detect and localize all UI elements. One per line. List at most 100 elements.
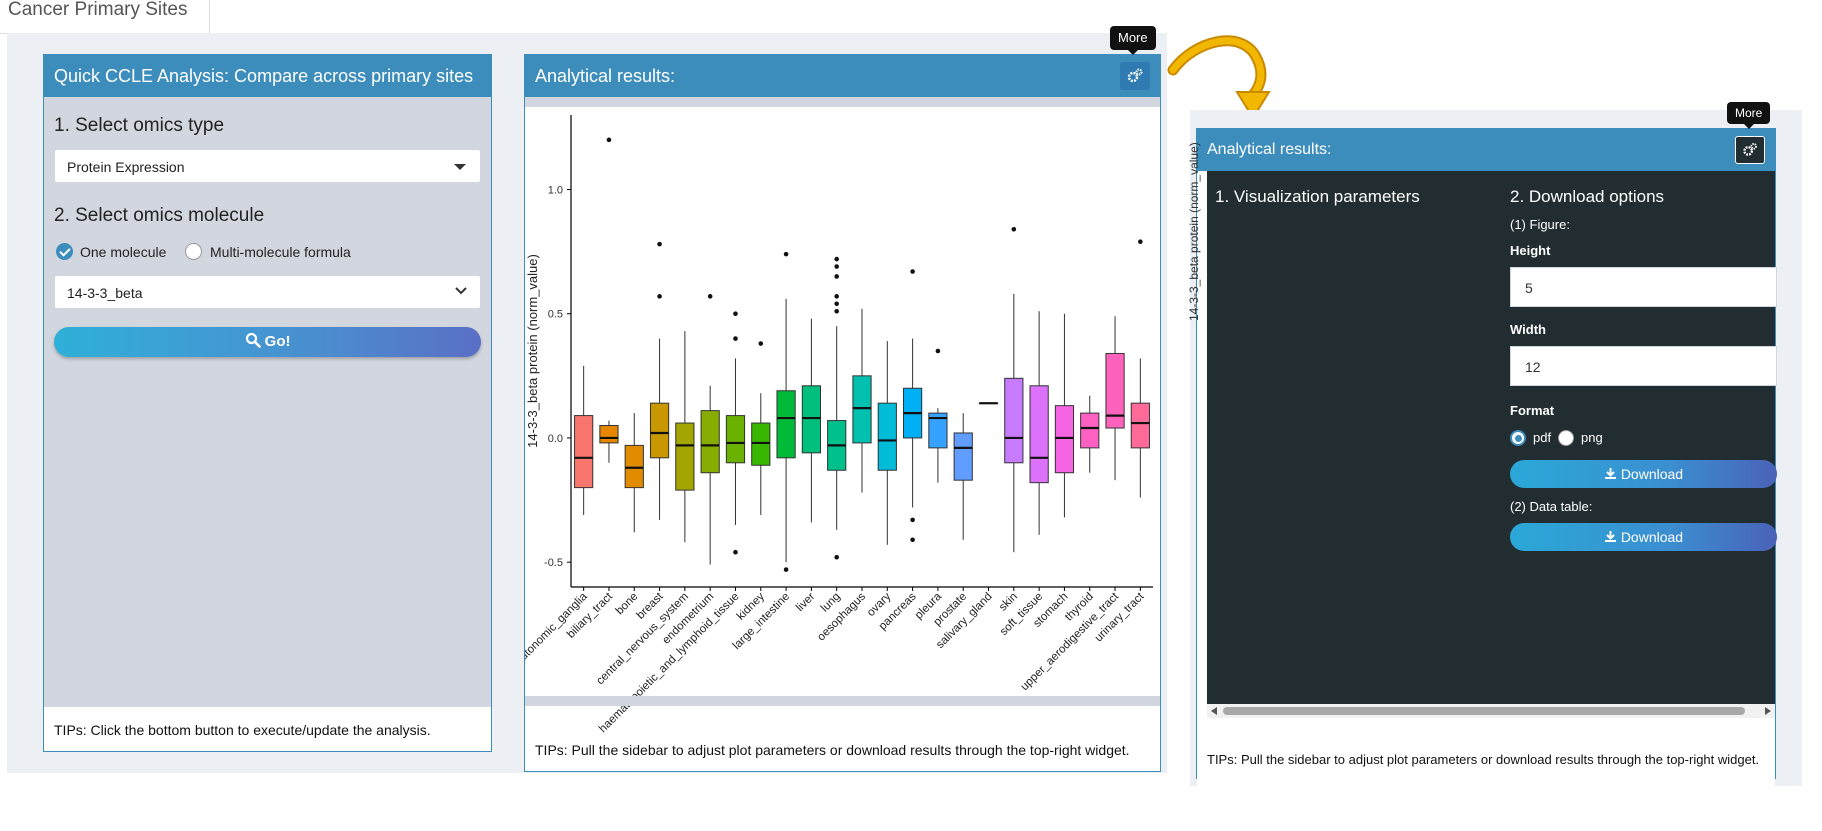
figure-label: (1) Figure: [1510, 217, 1570, 232]
outlier-point [606, 137, 612, 143]
box-skin [1004, 377, 1024, 464]
results-box: Analytical results: 1.0 0.5 0.0 -0.5 14-3-3_… [524, 54, 1161, 772]
radio-pdf[interactable] [1510, 430, 1526, 446]
radio-multi-molecule-label: Multi-molecule formula [210, 244, 351, 260]
chevron-down-icon [455, 287, 467, 295]
download-figure-button[interactable]: Download [1510, 460, 1777, 488]
format-label: Format [1510, 403, 1555, 418]
omics-type-select[interactable]: Protein Expression [54, 149, 481, 183]
gears-icon [1743, 143, 1757, 156]
box-pleura [928, 412, 948, 449]
step2-label: 2. Select omics molecule [54, 205, 265, 226]
box-breast [649, 402, 670, 459]
molecule-select[interactable]: 14-3-3_beta [54, 275, 481, 309]
download-icon [1604, 531, 1616, 542]
results-more-button[interactable] [1120, 62, 1150, 90]
outlier-point [733, 336, 738, 341]
outlier-point [758, 341, 764, 346]
panel2-tips: TIPs: Pull the sidebar to adjust plot pa… [1207, 752, 1760, 767]
y-tick-label: 0.5 [548, 309, 563, 321]
outlier-point [1011, 226, 1017, 232]
caret-down-icon [454, 164, 466, 170]
outlier-point [834, 308, 839, 314]
gears-icon [1127, 68, 1143, 83]
outlier-point [834, 554, 839, 560]
box-bone [624, 444, 644, 489]
molecule-value: 14-3-3_beta [67, 285, 143, 301]
outlier-point [834, 264, 839, 269]
plot-top-bar [525, 97, 1160, 107]
y-tick-label: -0.5 [544, 557, 563, 569]
outlier-point [657, 241, 662, 247]
outlier-point [733, 311, 738, 317]
vis-params-title: 1. Visualization parameters [1215, 187, 1420, 206]
width-input[interactable]: 12 [1510, 346, 1777, 386]
radio-png[interactable] [1558, 430, 1574, 446]
panel2-more-button[interactable] [1735, 136, 1765, 164]
sidebar-title: Quick CCLE Analysis: Compare across prim… [44, 55, 491, 97]
box-autonomic_ganglia [574, 415, 594, 489]
outlier-point [707, 294, 713, 299]
outlier-point [834, 301, 839, 307]
results-title: Analytical results: [525, 55, 1160, 97]
outlier-point [910, 517, 915, 523]
search-icon [245, 332, 261, 348]
horizontal-scrollbar[interactable] [1207, 704, 1775, 718]
boxplot-chart: 1.0 0.5 0.0 -0.5 14-3-3_beta protein (norm_v… [525, 115, 1153, 735]
tab-label: Cancer Primary Sites [8, 0, 188, 20]
radio-one-molecule-label: One molecule [80, 244, 167, 260]
go-label: Go! [264, 333, 291, 350]
width-label: Width [1510, 322, 1546, 337]
box-prostate [953, 432, 973, 481]
panel2-box: Analytical results: 14-3-3_beta protein … [1187, 128, 1777, 831]
outlier-point [910, 537, 915, 543]
box-biliary_tract [599, 425, 619, 444]
box-large_intestine [776, 390, 796, 459]
y-axis-label: 14-3-3_beta protein (norm_value) [525, 254, 540, 448]
outlier-point [910, 269, 915, 274]
height-input[interactable]: 5 [1510, 267, 1777, 307]
results-tips: TIPs: Pull the sidebar to adjust plot pa… [535, 742, 1130, 758]
y-tick-label: 1.0 [548, 185, 563, 197]
outlier-point [657, 294, 662, 299]
download-options-title: 2. Download options [1510, 187, 1665, 206]
scrollbar-thumb[interactable] [1223, 707, 1745, 715]
download-table-button[interactable]: Download [1510, 523, 1777, 551]
data-table-label: (2) Data table: [1510, 499, 1593, 514]
box-haematopoietic_and_lymphoid_tissue [725, 415, 746, 464]
sidebar-tips: TIPs: Click the bottom button to execute… [54, 722, 431, 738]
scroll-right-icon [1765, 707, 1771, 715]
results-more-tooltip: More [1110, 26, 1156, 55]
radio-multi-molecule[interactable] [185, 243, 202, 260]
box-ovary [877, 402, 897, 471]
box-thyroid [1080, 412, 1100, 449]
box-soft_tissue [1029, 385, 1049, 484]
sidebar-box: Quick CCLE Analysis: Compare across prim… [43, 54, 492, 752]
box-upper_aerodigestive_tract [1105, 352, 1125, 429]
curved-arrow-icon [1167, 35, 1271, 120]
box-endometrium [700, 410, 720, 474]
outlier-point [834, 294, 839, 299]
radio-pdf-label: pdf [1533, 430, 1552, 445]
radio-one-molecule[interactable] [56, 243, 73, 260]
go-button[interactable]: Go! [54, 327, 481, 357]
sidebar-body: 1. Select omics type Protein Expression … [44, 97, 491, 707]
scroll-left-icon [1211, 707, 1217, 715]
radio-png-label: png [1581, 430, 1603, 445]
outlier-point [733, 549, 738, 555]
omics-type-value: Protein Expression [67, 159, 185, 175]
panel2-obscured-ylabel: 14-3-3_beta protein (norm_value) [1187, 142, 1201, 321]
box-central_nervous_system [675, 422, 695, 491]
height-label: Height [1510, 243, 1551, 258]
download-figure-label: Download [1620, 466, 1684, 482]
outlier-point [1138, 239, 1143, 244]
plot-bottom-bar [525, 696, 1160, 706]
x-tick-label: liver [794, 591, 818, 615]
download-icon [1604, 468, 1616, 479]
panel2-more-tooltip: More [1727, 102, 1771, 129]
outlier-point [834, 256, 839, 262]
box-stomach [1054, 405, 1075, 474]
tab-cancer-primary-sites[interactable]: Cancer Primary Sites [0, 0, 210, 34]
settings-sidebar[interactable]: 1. Visualization parameters 2. Download … [1207, 171, 1777, 704]
box-urinary_tract [1130, 402, 1150, 449]
